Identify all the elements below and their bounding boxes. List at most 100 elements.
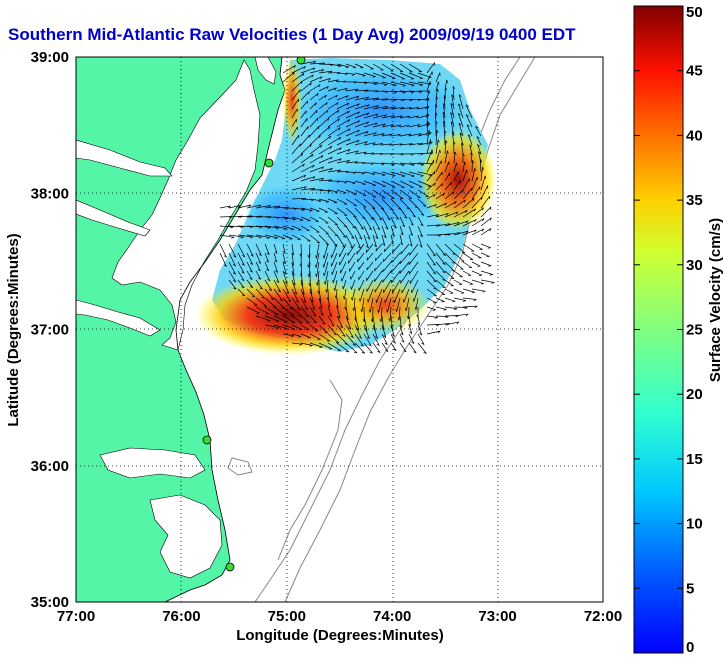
velocity-arrow bbox=[372, 198, 385, 210]
velocity-arrow bbox=[345, 120, 360, 128]
velocity-arrow bbox=[435, 212, 449, 218]
y-axis-ticks: 39:00 38:00 37:00 36:00 35:00 bbox=[31, 49, 69, 611]
velocity-arrow bbox=[264, 324, 280, 329]
velocity-arrow-head bbox=[360, 344, 364, 347]
velocity-arrow bbox=[372, 234, 377, 248]
velocity-arrow bbox=[348, 252, 356, 264]
velocity-arrow bbox=[255, 234, 270, 238]
velocity-arrow-head bbox=[311, 154, 314, 158]
velocity-arrow bbox=[469, 144, 473, 155]
colorbar-tick-label: 45 bbox=[686, 63, 703, 80]
velocity-arrow-head bbox=[266, 260, 269, 263]
velocity-arrow-head bbox=[379, 318, 382, 322]
velocity-arrow bbox=[323, 261, 329, 277]
velocity-arrow-head bbox=[419, 91, 423, 94]
velocity-arrow bbox=[327, 207, 338, 215]
velocity-arrow bbox=[309, 69, 324, 74]
velocity-arrow-head bbox=[374, 83, 378, 86]
velocity-arrow bbox=[282, 306, 295, 317]
velocity-arrow-head bbox=[452, 86, 455, 90]
velocity-arrow bbox=[390, 234, 394, 245]
velocity-arrow-head bbox=[463, 199, 466, 203]
velocity-arrow-head bbox=[241, 286, 245, 289]
velocity-arrow bbox=[308, 243, 311, 258]
velocity-arrow-head bbox=[470, 152, 473, 156]
velocity-arrow bbox=[309, 333, 321, 340]
velocity-arrow bbox=[372, 333, 380, 346]
velocity-arrow bbox=[357, 252, 365, 263]
velocity-arrow bbox=[381, 333, 388, 345]
velocity-arrow bbox=[417, 132, 432, 137]
velocity-arrow bbox=[282, 315, 296, 323]
velocity-arrow bbox=[462, 219, 477, 227]
velocity-arrow bbox=[336, 342, 350, 353]
velocity-arrow bbox=[300, 243, 302, 257]
velocity-arrow-head bbox=[365, 249, 368, 253]
x-tick-label: 74:00 bbox=[373, 608, 411, 625]
velocity-arrow bbox=[228, 234, 244, 238]
velocity-arrow-head bbox=[354, 351, 358, 354]
velocity-arrow bbox=[336, 119, 350, 128]
velocity-arrow-head bbox=[386, 309, 388, 313]
velocity-arrow bbox=[255, 288, 265, 299]
velocity-arrow-head bbox=[374, 132, 377, 135]
velocity-arrow bbox=[442, 112, 446, 128]
velocity-arrow-head bbox=[241, 294, 245, 297]
velocity-arrow bbox=[336, 306, 341, 319]
velocity-arrow-head bbox=[353, 172, 357, 175]
velocity-arrow bbox=[361, 297, 365, 312]
velocity-arrow-head bbox=[276, 280, 280, 283]
velocity-arrow-head bbox=[311, 74, 314, 78]
velocity-arrow-head bbox=[321, 69, 325, 72]
velocity-arrow bbox=[309, 216, 319, 222]
velocity-arrow-head bbox=[352, 344, 356, 346]
velocity-arrow-head bbox=[249, 226, 253, 229]
velocity-arrow bbox=[417, 333, 425, 345]
velocity-arrow bbox=[372, 189, 386, 199]
velocity-arrow bbox=[399, 115, 410, 119]
velocity-arrow-head bbox=[325, 102, 328, 106]
velocity-arrow bbox=[399, 189, 412, 199]
velocity-arrow-head bbox=[441, 183, 444, 187]
velocity-arrow-head bbox=[444, 130, 447, 134]
velocity-arrow bbox=[399, 143, 413, 146]
bathymetry-contour bbox=[284, 57, 536, 602]
velocity-arrow bbox=[462, 243, 475, 252]
velocity-arrow bbox=[413, 288, 419, 302]
velocity-arrow bbox=[480, 195, 491, 209]
velocity-arrow bbox=[372, 207, 383, 221]
velocity-arrow bbox=[399, 124, 410, 128]
velocity-arrow bbox=[336, 128, 351, 137]
velocity-arrow-head bbox=[465, 104, 469, 107]
velocity-arrow-head bbox=[435, 120, 438, 124]
velocity-arrow-head bbox=[401, 175, 406, 178]
velocity-arrow-head bbox=[241, 271, 245, 274]
velocity-arrow bbox=[444, 161, 450, 173]
velocity-arrow bbox=[318, 315, 326, 325]
velocity-arrow bbox=[264, 288, 275, 300]
velocity-arrow-head bbox=[357, 103, 360, 107]
velocity-arrow bbox=[366, 270, 374, 281]
velocity-arrow-head bbox=[303, 174, 307, 178]
velocity-arrow-head bbox=[302, 163, 305, 167]
velocity-arrow bbox=[462, 169, 468, 182]
velocity-arrow-head bbox=[411, 341, 415, 344]
velocity-arrow-head bbox=[381, 133, 385, 136]
velocity-arrow-head bbox=[274, 237, 278, 240]
velocity-arrow bbox=[426, 279, 437, 290]
velocity-arrow-head bbox=[434, 317, 438, 319]
velocity-arrow bbox=[318, 179, 332, 182]
velocity-arrow-head bbox=[303, 66, 306, 70]
velocity-arrow bbox=[417, 81, 431, 85]
velocity-arrow bbox=[363, 225, 371, 240]
velocity-arrow bbox=[426, 171, 436, 182]
velocity-arrow bbox=[381, 324, 387, 338]
x-tick-label: 73:00 bbox=[478, 608, 516, 625]
velocity-arrow bbox=[318, 198, 329, 202]
velocity-arrow-head bbox=[410, 223, 414, 226]
velocity-arrow bbox=[318, 306, 324, 316]
velocity-arrow bbox=[345, 139, 360, 146]
velocity-arrow bbox=[471, 279, 484, 284]
velocity-arrow bbox=[390, 133, 401, 137]
velocity-arrow bbox=[300, 270, 304, 286]
